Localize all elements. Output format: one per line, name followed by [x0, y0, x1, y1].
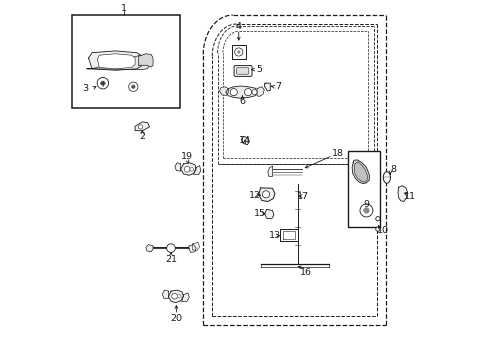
Text: 15: 15	[253, 209, 265, 218]
Polygon shape	[353, 162, 367, 182]
Polygon shape	[219, 87, 228, 95]
Polygon shape	[135, 122, 149, 131]
Text: 6: 6	[239, 97, 245, 106]
Polygon shape	[86, 55, 149, 69]
Text: 17: 17	[296, 192, 308, 201]
Circle shape	[177, 294, 181, 298]
Polygon shape	[188, 244, 196, 252]
Text: 5: 5	[255, 65, 261, 74]
Circle shape	[375, 217, 379, 221]
Circle shape	[251, 90, 257, 95]
Polygon shape	[258, 188, 274, 202]
Circle shape	[171, 293, 177, 299]
Circle shape	[244, 89, 251, 96]
Circle shape	[262, 191, 269, 198]
Circle shape	[166, 244, 175, 252]
FancyBboxPatch shape	[236, 68, 248, 74]
Polygon shape	[180, 163, 196, 175]
Text: 8: 8	[390, 165, 396, 174]
Polygon shape	[182, 293, 189, 302]
Polygon shape	[264, 210, 273, 219]
Circle shape	[234, 48, 243, 56]
Text: 21: 21	[164, 255, 177, 264]
Text: 12: 12	[248, 190, 260, 199]
Circle shape	[237, 51, 240, 53]
Polygon shape	[257, 87, 264, 96]
Polygon shape	[145, 244, 153, 252]
Polygon shape	[241, 136, 249, 145]
Polygon shape	[225, 86, 257, 98]
Text: 16: 16	[300, 268, 311, 277]
Polygon shape	[397, 186, 407, 202]
Circle shape	[138, 125, 142, 129]
Polygon shape	[264, 83, 270, 91]
Polygon shape	[193, 166, 201, 175]
Polygon shape	[88, 51, 142, 70]
Text: 9: 9	[363, 199, 368, 208]
FancyBboxPatch shape	[72, 15, 180, 108]
Polygon shape	[267, 166, 272, 176]
Ellipse shape	[383, 172, 389, 183]
Text: 3: 3	[81, 84, 88, 93]
Circle shape	[97, 77, 108, 89]
Circle shape	[230, 89, 237, 96]
Text: 19: 19	[181, 152, 193, 161]
Polygon shape	[162, 290, 168, 298]
Text: 18: 18	[331, 149, 343, 158]
Circle shape	[359, 204, 372, 217]
Text: 1: 1	[121, 4, 127, 13]
Circle shape	[101, 81, 105, 85]
FancyBboxPatch shape	[234, 66, 251, 76]
Text: 10: 10	[376, 226, 388, 235]
Text: 2: 2	[139, 132, 145, 141]
Circle shape	[190, 167, 193, 171]
Polygon shape	[139, 54, 153, 67]
Text: 4: 4	[235, 22, 241, 31]
Circle shape	[184, 166, 190, 172]
Circle shape	[375, 227, 379, 231]
Text: 13: 13	[268, 231, 281, 240]
Circle shape	[131, 85, 135, 89]
FancyBboxPatch shape	[348, 151, 379, 226]
Text: 7: 7	[275, 82, 281, 91]
Polygon shape	[168, 290, 183, 303]
Text: 11: 11	[404, 192, 415, 201]
Polygon shape	[175, 163, 180, 171]
Circle shape	[363, 208, 368, 213]
Polygon shape	[192, 242, 199, 250]
Text: 20: 20	[170, 314, 182, 323]
Circle shape	[128, 82, 138, 91]
Polygon shape	[351, 160, 368, 184]
Text: 14: 14	[238, 136, 250, 145]
Polygon shape	[97, 54, 135, 69]
